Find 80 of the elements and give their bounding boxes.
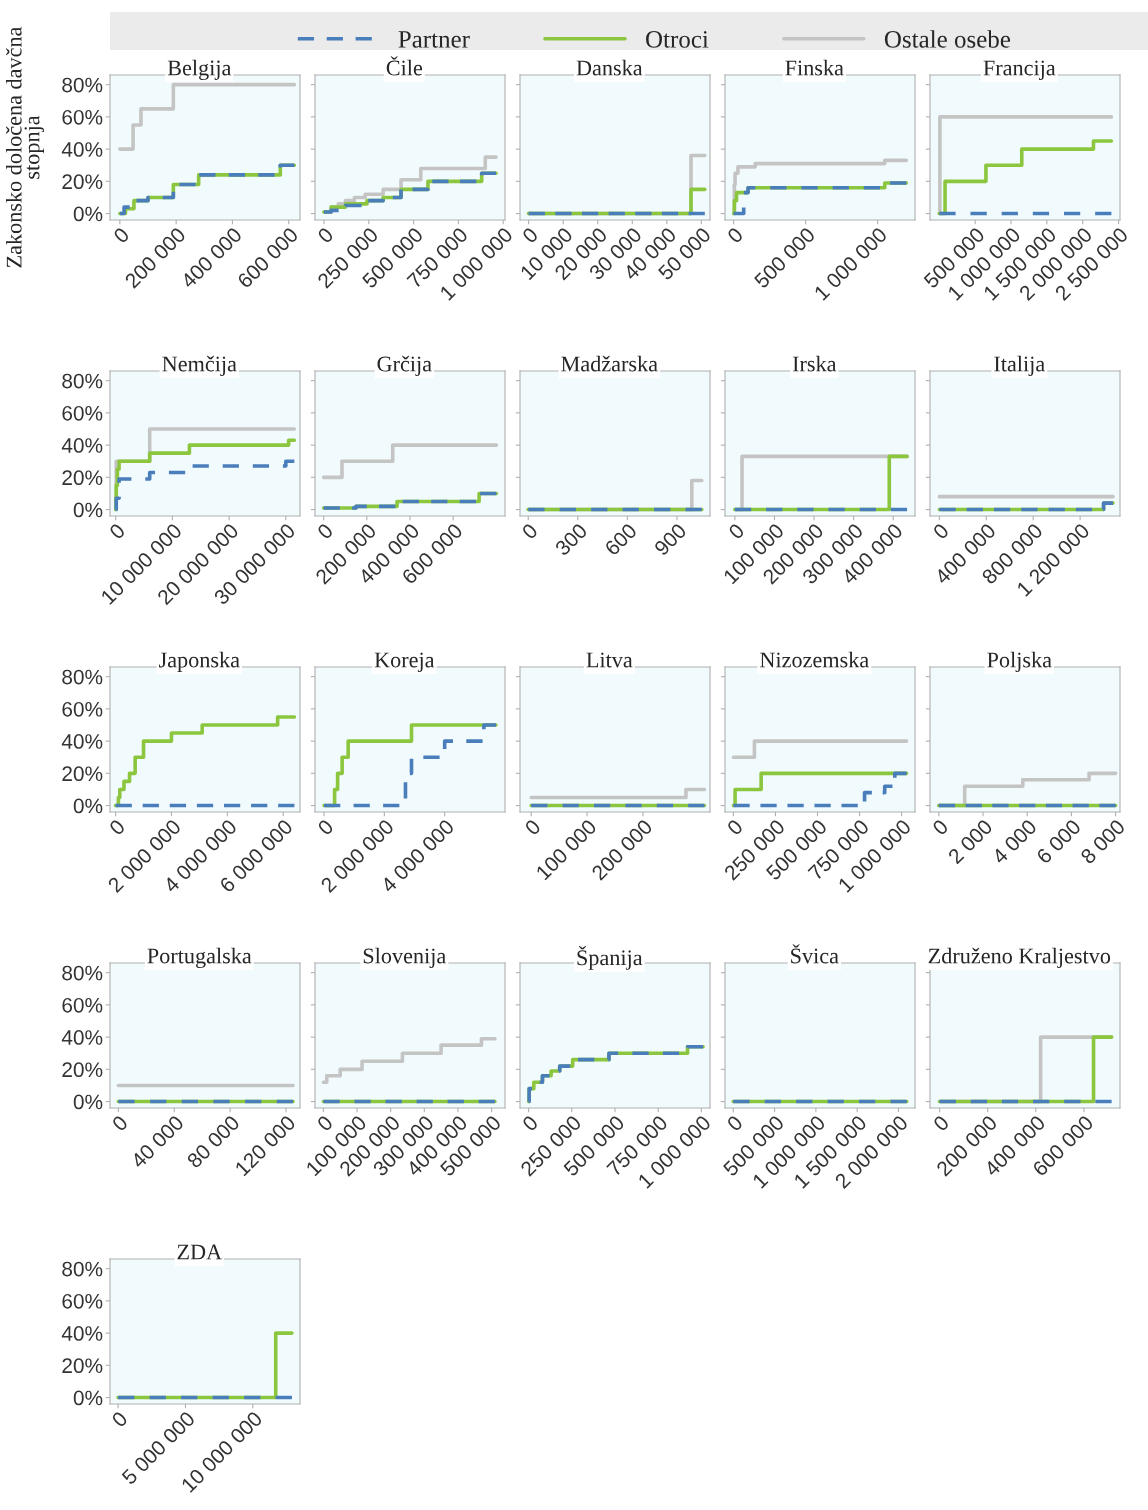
y-tick-label: 20% [62, 766, 103, 782]
x-tick-label: 0 [108, 818, 126, 836]
chart-title: Belgija [167, 59, 232, 81]
chart-title: Nemčija [162, 355, 237, 377]
y-tick-label: 0% [73, 798, 103, 814]
chart-title: Slovenija [363, 947, 446, 968]
chart-title: Litva [586, 652, 633, 668]
x-tick-label: 0 [110, 1410, 129, 1428]
y-tick-label: 40% [61, 1030, 103, 1045]
x-tick-label: 300 [554, 522, 589, 557]
chart-title: Irska [792, 355, 837, 372]
chart-title: Danska [576, 59, 643, 76]
y-tick-label: 0% [73, 206, 103, 222]
chart-title: Grčija [377, 355, 432, 377]
y-tick-label: 80% [62, 1261, 103, 1277]
x-tick-label: 8 000 [1079, 818, 1126, 865]
chart-title: Švica [791, 944, 839, 964]
x-tick-label: 600 [603, 522, 638, 557]
x-tick-label: 0 [521, 226, 539, 244]
x-tick-label: 0 [726, 226, 744, 244]
y-axis-title: Zakonsko določena davčna stopnja [5, 26, 44, 268]
x-tick-label: 0 [727, 522, 746, 540]
chart-title: Madžarska [561, 355, 658, 372]
y-tick-label: 60% [62, 405, 103, 421]
chart-title: Nizozemska [760, 651, 869, 668]
legend-label: Otroci [646, 31, 709, 48]
x-tick-label: 500 000 [753, 226, 816, 290]
y-tick-label: 80% [62, 373, 103, 389]
x-tick-label: 900 [653, 522, 688, 557]
chart-title: Španija [577, 946, 643, 970]
y-tick-label: 40% [61, 438, 103, 453]
y-tick-label: 40% [61, 142, 103, 157]
y-tick-label: 80% [62, 965, 103, 981]
x-tick-label: 0 [932, 522, 950, 540]
x-tick-label: 0 [316, 1114, 334, 1132]
x-tick-label: 0 [112, 226, 131, 244]
x-tick-label: 0 [316, 522, 334, 540]
x-tick-label: 0 [111, 1114, 129, 1132]
x-tick-label: 0 [521, 1114, 539, 1132]
y-tick-label: 0% [73, 1390, 103, 1406]
y-tick-label: 60% [62, 1293, 103, 1309]
x-tick-label: 40 000 [129, 1114, 185, 1170]
x-tick-label: 2 000 [947, 818, 994, 865]
y-tick-label: 20% [62, 174, 103, 190]
x-tick-label: 6 000 [1035, 818, 1082, 865]
y-tick-label: 60% [62, 997, 103, 1013]
legend-label: Ostale osebe [884, 30, 1011, 48]
y-tick-label: 0% [73, 502, 103, 518]
y-tick-label: 20% [62, 470, 103, 486]
x-tick-label: 4 000 [991, 818, 1038, 865]
chart-title: Čile [386, 56, 423, 76]
y-tick-label: 20% [62, 1358, 103, 1374]
y-tick-label: 40% [61, 734, 103, 749]
y-tick-label: 0% [73, 1094, 103, 1110]
chart-title: Finska [785, 59, 844, 76]
chart-title: Poljska [987, 651, 1052, 672]
x-tick-label: 0 [932, 1114, 950, 1132]
y-tick-label: 40% [61, 1326, 103, 1341]
x-tick-label: 0 [521, 522, 539, 540]
chart-title: Portugalska [147, 947, 252, 969]
x-tick-label: 0 [931, 818, 950, 836]
chart-title: Francija [983, 60, 1056, 80]
x-tick-label: 0 [316, 226, 335, 244]
y-tick-label: 20% [62, 1062, 103, 1078]
chart-title: Združeno Kraljestvo [928, 947, 1111, 969]
chart-title: Japonska [159, 651, 240, 672]
y-tick-label: 60% [62, 701, 103, 717]
x-tick-label: 0 [316, 818, 335, 836]
chart-title: Italija [994, 355, 1045, 376]
chart-title: ZDA [177, 1244, 222, 1260]
legend-label: Partner [398, 31, 470, 48]
x-tick-label: 0 [523, 818, 542, 836]
y-tick-label: 80% [62, 669, 103, 685]
x-tick-label: 1 000 000 [813, 226, 888, 301]
x-tick-label: 0 [726, 1114, 744, 1132]
chart-title: Koreja [374, 652, 435, 672]
x-tick-label: 0 [726, 818, 744, 836]
y-tick-label: 60% [62, 109, 103, 125]
x-tick-label: 0 [108, 522, 126, 540]
y-tick-label: 80% [62, 77, 103, 93]
